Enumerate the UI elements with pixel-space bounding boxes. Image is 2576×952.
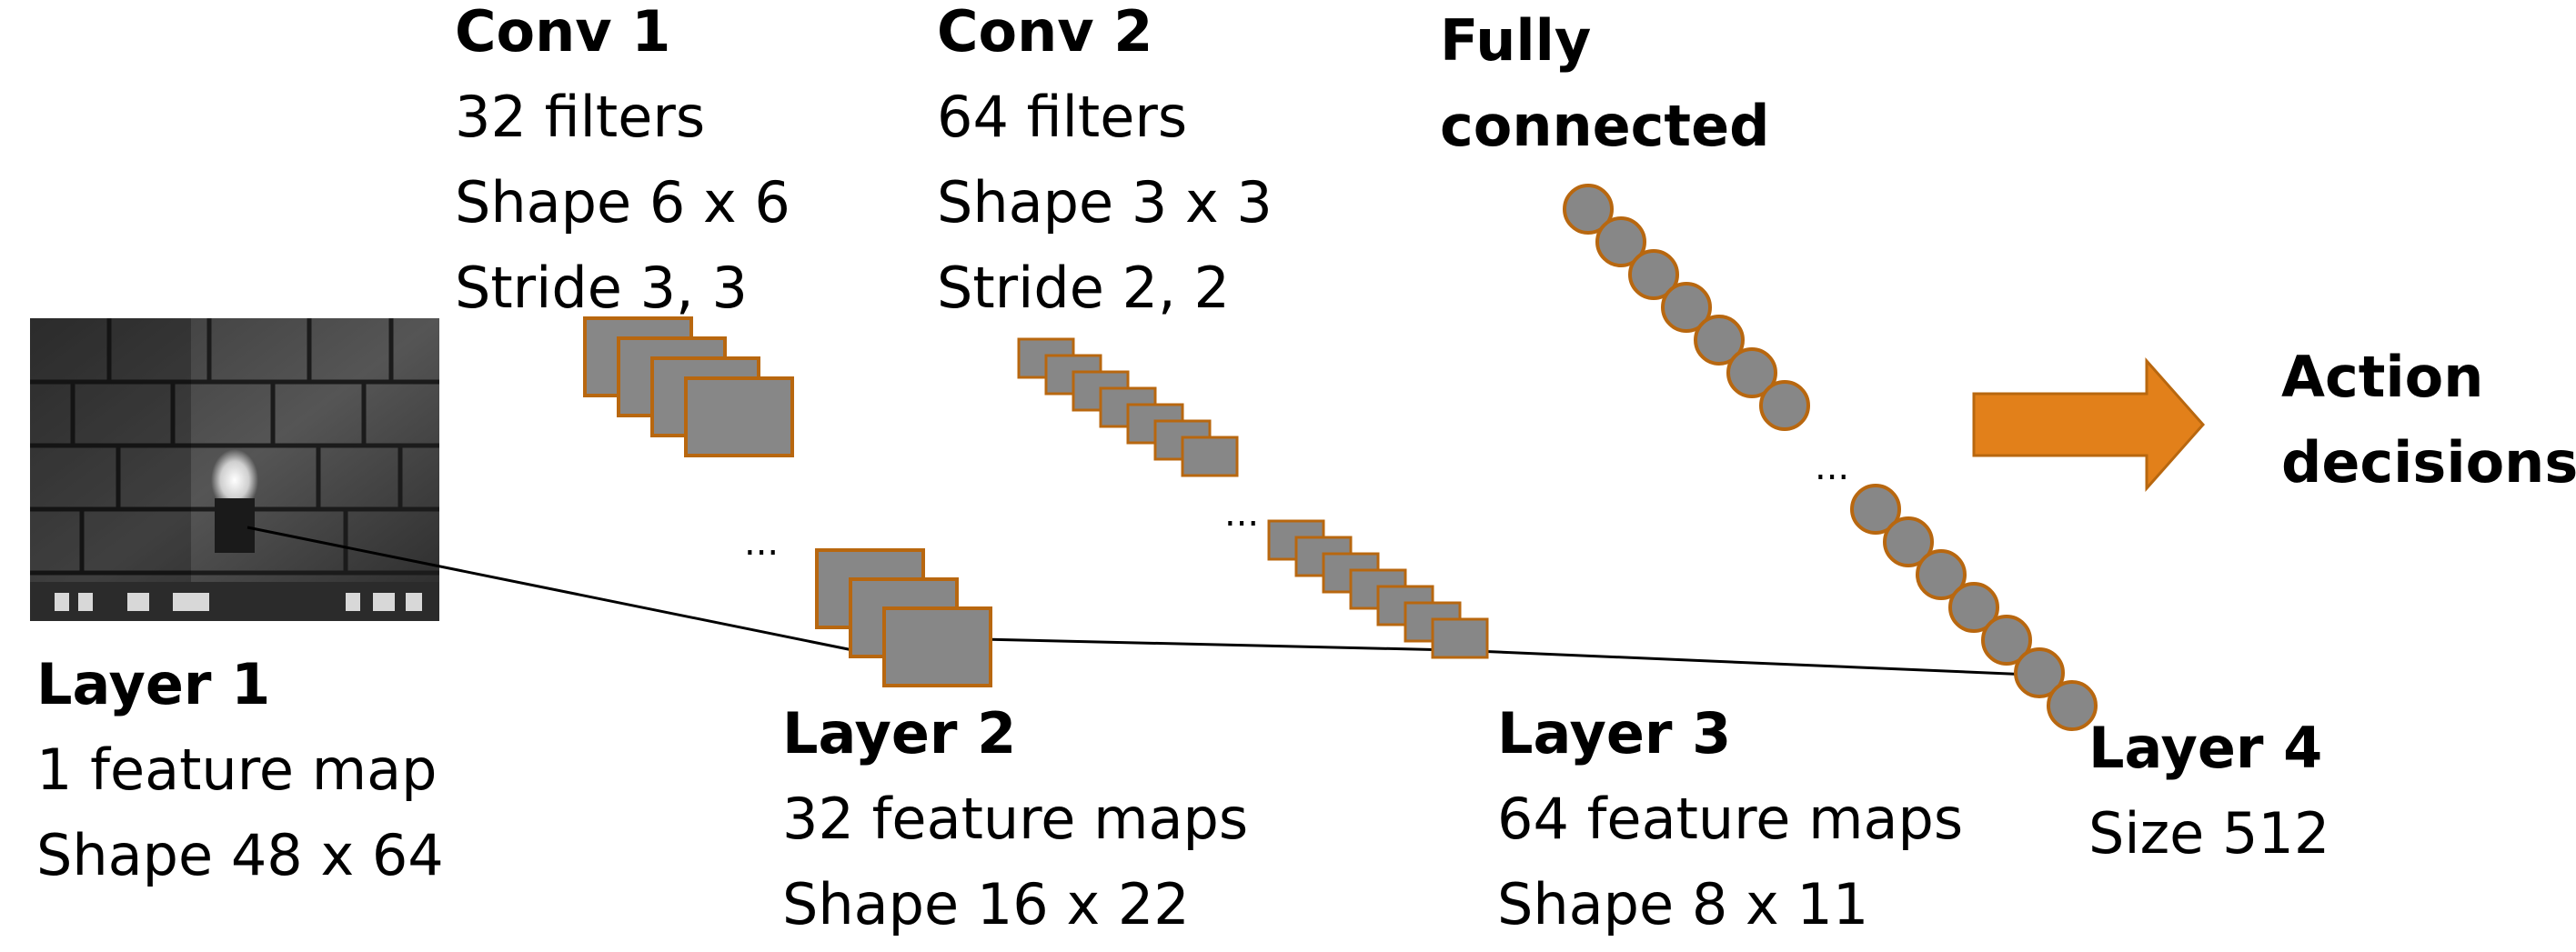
conv2-title: Conv 2 (937, 0, 1153, 65)
conv2-label: Conv 2 64 filters Shape 3 x 3 Stride 2, … (937, 0, 1273, 331)
fc-neuron-column-top (1563, 184, 1810, 431)
conv1-stride: Stride 3, 3 (455, 255, 748, 321)
layer3-feature-map-stack (1267, 519, 1489, 659)
conv2-stride: Stride 2, 2 (937, 255, 1230, 321)
neuron (2014, 647, 2065, 698)
layer3-title: Layer 3 (1497, 700, 1732, 767)
ellipsis-layer4: ... (1815, 446, 1849, 488)
layer1-maps: 1 feature map (36, 737, 438, 803)
layer4-title: Layer 4 (2088, 715, 2323, 781)
ellipsis-layer3: ... (1224, 493, 1259, 535)
neuron (1759, 380, 1810, 431)
neuron (1726, 347, 1777, 398)
fc-neuron-column-bottom (1850, 484, 2098, 731)
fc-label-line1: Fully (1440, 7, 1592, 74)
layer3-maps: 64 feature maps (1497, 786, 1964, 852)
connection-line-2 (941, 636, 1454, 652)
layer2-feature-map-stack (815, 548, 992, 687)
layer1-shape: Shape 48 x 64 (36, 822, 444, 888)
conv2-shape: Shape 3 x 3 (937, 169, 1273, 235)
layer1-title: Layer 1 (36, 651, 271, 717)
neuron (1981, 615, 2032, 666)
layer1-label: Layer 1 1 feature map Shape 48 x 64 (36, 642, 444, 898)
action-decisions-label: Action decisions (2281, 335, 2576, 506)
layer4-size: Size 512 (2088, 800, 2330, 867)
layer3-shape: Shape 8 x 11 (1497, 871, 1869, 937)
conv2-filters: 64 filters (937, 84, 1188, 150)
conv1-shape: Shape 6 x 6 (455, 169, 790, 235)
layer4-label: Layer 4 Size 512 (2088, 706, 2329, 877)
neuron (1883, 516, 1934, 567)
neuron (2047, 680, 2098, 731)
connection-line-1 (247, 526, 885, 658)
feature-map (1431, 617, 1489, 659)
layer2-shape: Shape 16 x 22 (782, 871, 1190, 937)
layer2-maps: 32 feature maps (782, 786, 1249, 852)
neuron (1694, 315, 1745, 366)
action-label-line1: Action (2281, 344, 2484, 410)
feature-map (1181, 436, 1239, 477)
neuron (1916, 549, 1967, 600)
conv1-label: Conv 1 32 filters Shape 6 x 6 Stride 3, … (455, 0, 790, 331)
input-game-frame-image (30, 318, 439, 621)
connection-line-3 (1453, 648, 2031, 676)
layer3-label: Layer 3 64 feature maps Shape 8 x 11 (1497, 691, 1963, 947)
neuron (1948, 582, 1999, 633)
neuron (1850, 484, 1901, 535)
ellipsis-layer2: ... (744, 522, 779, 564)
neuron (1661, 282, 1712, 333)
conv1-title: Conv 1 (455, 0, 671, 65)
neuron (1595, 216, 1646, 267)
layer2-title: Layer 2 (782, 700, 1017, 767)
conv1-filters: 32 filters (455, 84, 706, 150)
feature-map (684, 376, 794, 457)
conv1-feature-map-stack-top (583, 316, 794, 457)
layer2-label: Layer 2 32 feature maps Shape 16 x 22 (782, 691, 1248, 947)
conv2-feature-map-stack-top (1017, 337, 1239, 477)
output-arrow (1972, 357, 2206, 492)
neuron (1563, 184, 1614, 235)
feature-map (882, 606, 992, 687)
fc-label-line2: connected (1440, 93, 1770, 159)
action-label-line2: decisions (2281, 429, 2576, 496)
neuron (1628, 249, 1679, 300)
connection-lines (247, 526, 2031, 676)
fully-connected-label: Fully connected (1440, 0, 1770, 169)
